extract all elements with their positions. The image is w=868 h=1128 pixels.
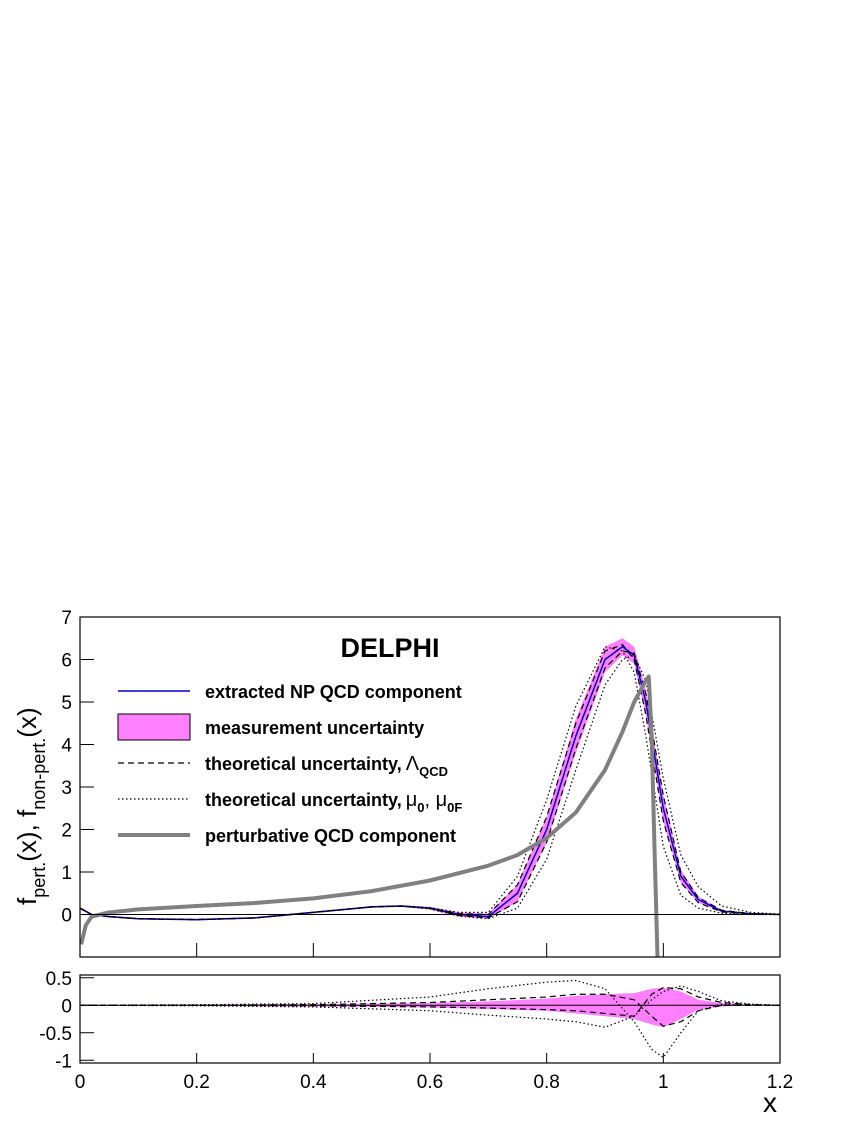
- y-tick-label: 0: [61, 996, 72, 1017]
- curve: [80, 643, 780, 921]
- legend-name: perturbative QCD component: [205, 826, 456, 846]
- curve: [80, 674, 660, 957]
- legend-name: theoretical uncertainty,: [205, 790, 402, 810]
- legend-name: extracted NP QCD component: [205, 682, 462, 702]
- x-tick-label: 0.2: [183, 1072, 209, 1093]
- legend-sub: 0F: [447, 800, 462, 815]
- curve: [80, 650, 780, 921]
- x-tick-label: 0: [75, 1072, 86, 1093]
- legend-label: theoretical uncertainty,ΛQCD​: [205, 753, 448, 779]
- legend-label: measurement uncertainty: [205, 718, 424, 738]
- legend-sub: 0: [417, 800, 424, 815]
- y-tick-label: 2: [61, 821, 72, 842]
- y-tick-label: 0: [61, 906, 72, 927]
- legend-label: extracted NP QCD component: [205, 682, 462, 702]
- y-tick-label: 3: [61, 778, 72, 799]
- x-tick-label: 1.2: [767, 1072, 793, 1093]
- x-tick-label: 1: [658, 1072, 669, 1093]
- y-label-text: (x), f: [12, 809, 42, 862]
- x-tick-label: 0.8: [533, 1072, 559, 1093]
- legend-name: measurement uncertainty: [205, 718, 424, 738]
- legend-sub: QCD: [419, 764, 448, 779]
- curve: [80, 646, 780, 921]
- y-tick-label: -1: [55, 1051, 72, 1072]
- x-tick-label: 0.4: [300, 1072, 327, 1093]
- y-label-sub: non-pert.: [29, 738, 49, 810]
- y-label-text: f: [12, 897, 42, 905]
- y-axis-label: fpert.​(x), fnon-pert.​(x): [12, 707, 49, 905]
- plot-area: [80, 638, 780, 957]
- chart-title: DELPHI: [340, 633, 439, 663]
- legend-name: theoretical uncertainty,: [205, 754, 402, 774]
- y-tick-label: 4: [61, 736, 72, 757]
- y-tick-label: 7: [61, 608, 72, 629]
- y-label-sub: pert.: [29, 862, 49, 898]
- curve: [80, 987, 780, 1017]
- legend-label: perturbative QCD component: [205, 826, 456, 846]
- x-axis-label: x: [763, 1087, 777, 1118]
- legend-symbol: Λ: [406, 753, 420, 775]
- y-label-text: (x): [12, 707, 42, 737]
- legend-swatch: [117, 713, 191, 741]
- legend-symbol: , μ: [424, 789, 447, 811]
- curve: [80, 985, 780, 1028]
- legend-label: theoretical uncertainty,μ0​, μ0F​: [205, 789, 462, 815]
- y-tick-label: 5: [61, 693, 72, 714]
- legend-symbol: μ: [406, 789, 418, 811]
- y-tick-label: -0.5: [39, 1024, 72, 1045]
- y-tick-label: 0.5: [46, 969, 72, 990]
- y-tick-label: 1: [61, 863, 72, 884]
- curve: [80, 654, 780, 921]
- y-tick-label: 6: [61, 651, 72, 672]
- x-tick-label: 0.6: [417, 1072, 443, 1093]
- plot-area: [80, 979, 780, 1059]
